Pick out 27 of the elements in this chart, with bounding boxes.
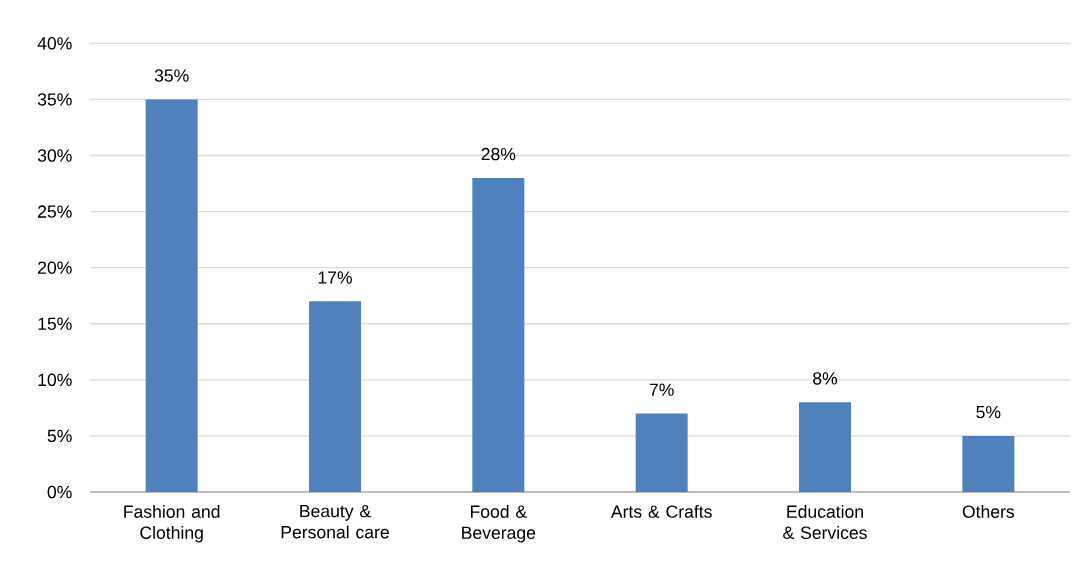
data-label: 8% bbox=[813, 372, 838, 385]
x-tick-label: Beauty & Personal care bbox=[281, 504, 389, 539]
data-label: 28% bbox=[481, 147, 516, 161]
bar bbox=[799, 402, 851, 492]
y-tick-label: 20% bbox=[38, 261, 72, 274]
bar bbox=[962, 435, 1015, 492]
y-tick-label: 10% bbox=[38, 373, 72, 387]
x-tick-label: Others bbox=[962, 504, 1015, 518]
data-label: 35% bbox=[154, 69, 189, 82]
y-tick-label: 40% bbox=[37, 37, 72, 50]
y-tick-label: 0% bbox=[47, 485, 72, 499]
data-label: 17% bbox=[318, 271, 352, 284]
x-tick-label: Education & Services bbox=[783, 504, 867, 539]
bar bbox=[145, 99, 198, 492]
x-tick-label: Food & Beverage bbox=[462, 504, 536, 543]
y-tick-label: 35% bbox=[37, 93, 72, 106]
y-tick-label: 25% bbox=[38, 205, 72, 218]
y-tick-label: 5% bbox=[47, 429, 72, 443]
bar bbox=[309, 301, 362, 492]
bar bbox=[472, 177, 525, 492]
bar bbox=[635, 413, 688, 492]
data-label: 5% bbox=[976, 405, 1001, 419]
x-tick-label: Fashion and Clothing bbox=[124, 504, 220, 543]
y-tick-label: 15% bbox=[38, 317, 72, 330]
y-tick-label: 30% bbox=[37, 149, 72, 162]
x-tick-label: Arts & Crafts bbox=[610, 504, 712, 518]
data-label: 7% bbox=[649, 383, 674, 396]
